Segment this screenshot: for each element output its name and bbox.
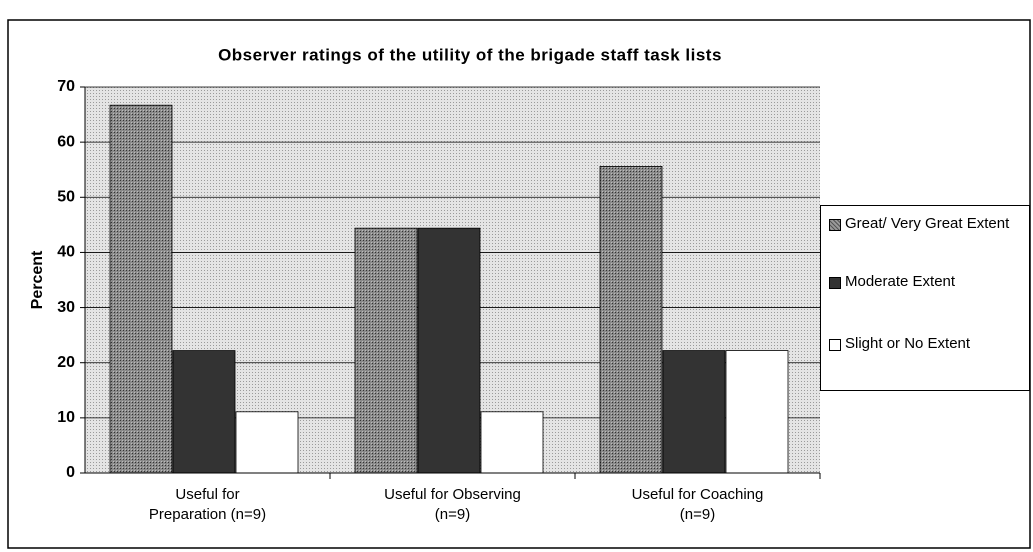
y-tick-label: 60 bbox=[57, 133, 75, 150]
bar bbox=[235, 411, 299, 474]
x-tick-label: Useful for Coaching (n=9) bbox=[631, 486, 764, 523]
legend-swatch bbox=[829, 219, 841, 231]
legend: Great/ Very Great Extent Moderate Extent S… bbox=[820, 205, 1030, 391]
y-axis-label: Percent bbox=[29, 250, 46, 309]
x-tick-label: Useful for Preparation (n=9) bbox=[148, 486, 267, 523]
y-tick-label: 50 bbox=[57, 189, 75, 206]
y-tick-label: 30 bbox=[57, 299, 75, 316]
bar bbox=[480, 411, 544, 474]
bar bbox=[172, 350, 236, 474]
legend-label: Slight or No Extent bbox=[845, 335, 971, 352]
x-tick-label: Useful for Observing (n=9) bbox=[384, 486, 521, 523]
bar bbox=[417, 227, 481, 474]
legend-swatch bbox=[829, 339, 841, 351]
y-tick-label: 70 bbox=[57, 78, 75, 95]
bar bbox=[599, 166, 663, 474]
bar bbox=[109, 104, 173, 474]
chart-title: Observer ratings of the utility of the b… bbox=[218, 45, 722, 64]
legend-swatch bbox=[829, 277, 841, 289]
y-tick-label: 20 bbox=[57, 354, 75, 371]
legend-item: Slight or No Extent bbox=[829, 334, 1029, 354]
legend-label: Moderate Extent bbox=[845, 273, 956, 290]
legend-item: Great/ Very Great Extent bbox=[829, 214, 1029, 234]
y-tick-label: 10 bbox=[57, 409, 75, 426]
y-tick-label: 40 bbox=[57, 244, 75, 261]
bar bbox=[725, 350, 789, 474]
bar bbox=[662, 350, 726, 474]
y-tick-label: 0 bbox=[66, 464, 75, 481]
legend-item: Moderate Extent bbox=[829, 272, 1029, 292]
legend-label: Great/ Very Great Extent bbox=[845, 215, 1010, 232]
bar bbox=[354, 227, 418, 474]
